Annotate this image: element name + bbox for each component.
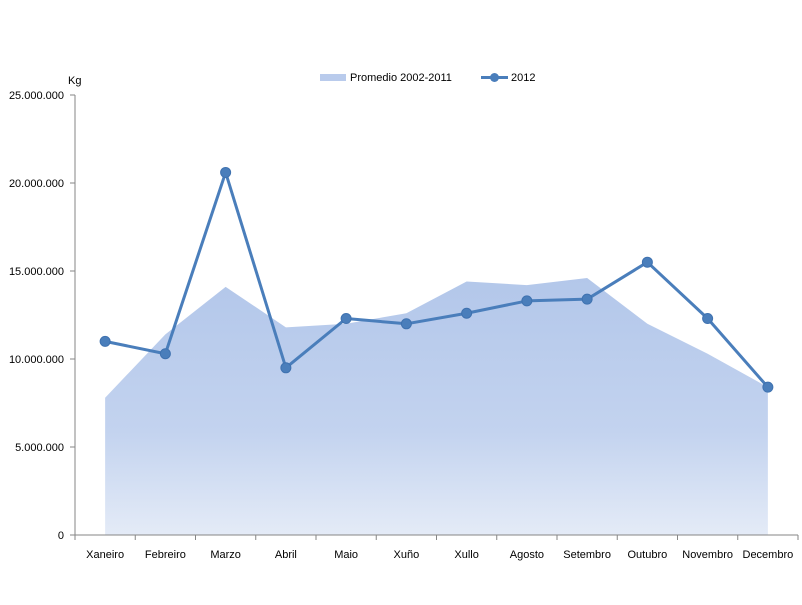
line-point-2012 [159,348,171,360]
line-point-2012 [99,335,111,347]
label-layer: 0 5.000.000 10.000.000 15.000.000 20.000.000… [9,75,793,561]
line-point-2012 [581,293,593,305]
x-tick-label: Novembro [682,549,733,561]
x-tick-label: Xuño [394,549,420,561]
x-tick-label: Abril [275,549,297,561]
y-tick-label: 0 [58,530,64,542]
area-series-promedio [105,278,768,535]
x-tick-label: Maio [334,549,358,561]
y-unit-label: Kg [68,75,81,87]
line-series-layer [99,166,774,393]
line-point-2012 [340,313,352,325]
x-tick-label: Febreiro [145,549,186,561]
x-tick-label: Xaneiro [86,549,124,561]
y-tick-label: 25.000.000 [9,90,64,102]
legend: Promedio 2002-2011 2012 [320,72,535,84]
x-tick-label: Outubro [628,549,668,561]
line-point-2012 [521,295,533,307]
x-tick-label: Marzo [210,549,241,561]
x-tick-label: Decembro [743,549,794,561]
legend-label-promedio: Promedio 2002-2011 [350,72,452,84]
line-point-2012 [762,381,774,393]
line-point-2012 [702,313,714,325]
y-tick-label: 20.000.000 [9,178,64,190]
line-point-2012 [400,318,412,330]
y-tick-label: 15.000.000 [9,266,64,278]
legend-marker-2012 [490,73,499,82]
line-point-2012 [461,307,473,319]
legend-swatch-promedio [320,74,346,81]
line-series-2012 [104,170,770,389]
line-point-2012 [220,166,232,178]
x-tick-label: Xullo [454,549,478,561]
axes-layer [70,94,799,540]
x-tick-label: Agosto [510,549,544,561]
x-tick-label: Setembro [563,549,611,561]
line-point-2012 [641,256,653,268]
y-tick-label: 10.000.000 [9,354,64,366]
y-tick-label: 5.000.000 [15,442,64,454]
line-point-2012 [280,362,292,374]
legend-label-2012: 2012 [511,72,535,84]
area-series-layer [105,278,768,535]
